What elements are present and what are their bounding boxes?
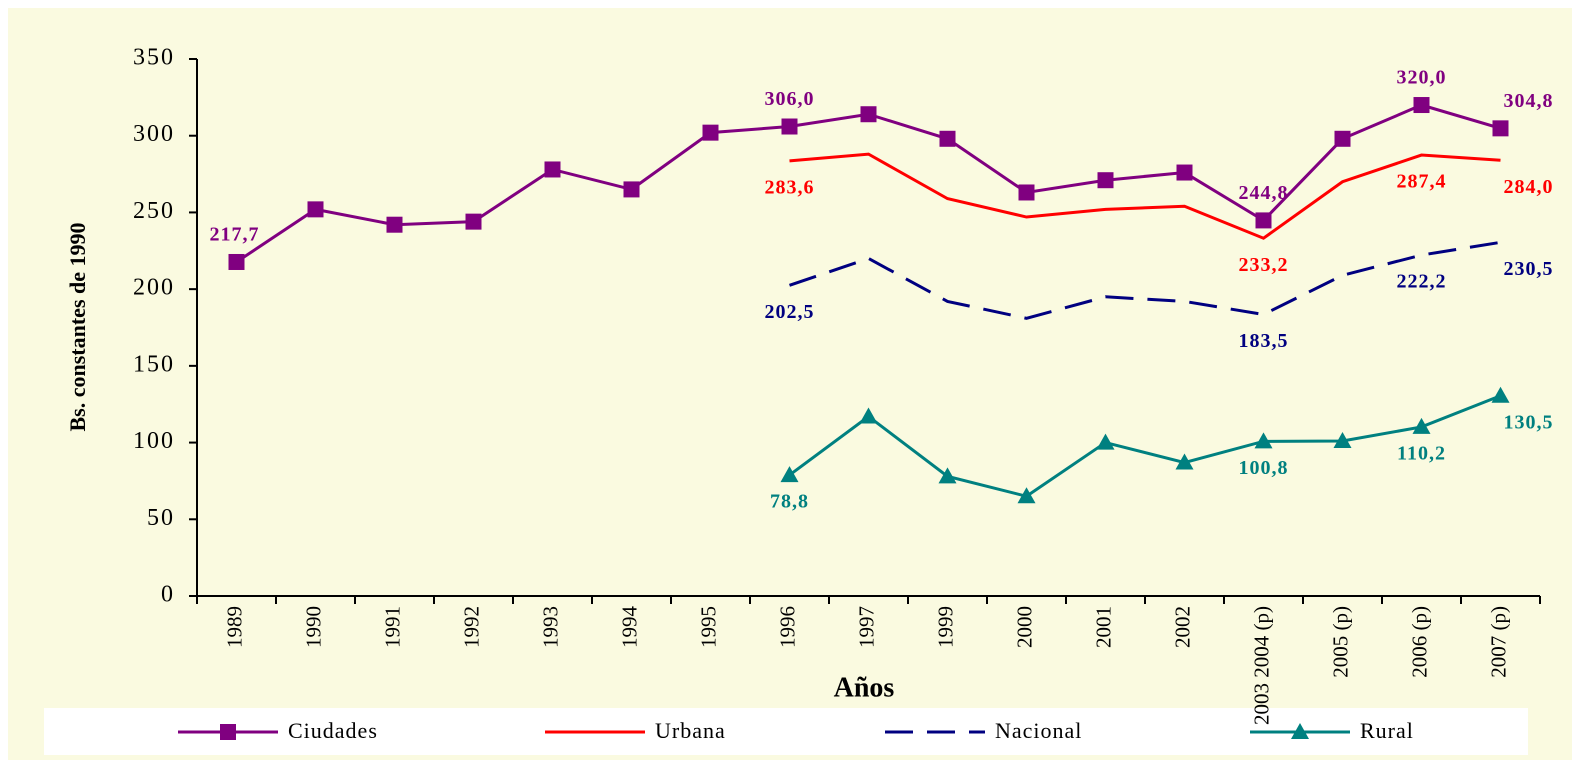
point-marker bbox=[780, 466, 799, 483]
point-marker bbox=[465, 213, 482, 230]
y-axis-title: Bs. constantes de 1990 bbox=[65, 222, 90, 431]
x-tick-label: 2000 bbox=[1012, 606, 1036, 648]
point-marker bbox=[1491, 386, 1510, 403]
legend-marker bbox=[220, 724, 236, 740]
point-marker bbox=[1413, 97, 1430, 114]
y-tick-label: 100 bbox=[133, 428, 175, 454]
data-label: 304,8 bbox=[1504, 90, 1554, 112]
y-tick-label: 50 bbox=[147, 505, 175, 531]
legend-label: Ciudades bbox=[288, 718, 378, 743]
data-label: 130,5 bbox=[1504, 411, 1554, 433]
point-marker bbox=[1334, 130, 1351, 147]
x-tick-label: 2002 bbox=[1170, 606, 1194, 648]
point-marker bbox=[1017, 487, 1036, 504]
point-marker bbox=[938, 467, 957, 484]
x-tick-label: 1999 bbox=[933, 606, 957, 648]
x-tick-label: 1991 bbox=[380, 606, 404, 648]
data-label: 230,5 bbox=[1504, 258, 1554, 280]
point-marker bbox=[386, 216, 403, 233]
x-tick-label: 2003 2004 (p) bbox=[1249, 606, 1273, 725]
legend-label: Rural bbox=[1360, 718, 1414, 743]
data-label: 233,2 bbox=[1239, 254, 1289, 276]
y-tick-label: 150 bbox=[133, 351, 175, 377]
point-marker bbox=[1333, 432, 1352, 449]
point-marker bbox=[623, 181, 640, 198]
x-tick-label: 1989 bbox=[222, 606, 246, 648]
data-label: 320,0 bbox=[1397, 67, 1447, 89]
y-tick-label: 0 bbox=[161, 582, 175, 608]
x-tick-label: 1993 bbox=[538, 606, 562, 648]
data-label: 183,5 bbox=[1239, 330, 1289, 352]
point-marker bbox=[860, 106, 877, 123]
legend-label: Nacional bbox=[995, 718, 1082, 743]
data-label: 78,8 bbox=[770, 491, 809, 513]
data-label: 306,0 bbox=[765, 88, 815, 110]
point-marker bbox=[1492, 120, 1509, 137]
y-tick-label: 250 bbox=[133, 198, 175, 224]
point-marker bbox=[702, 124, 719, 141]
legend-marker bbox=[1291, 723, 1309, 739]
point-marker bbox=[1255, 212, 1272, 229]
data-label: 283,6 bbox=[765, 176, 815, 198]
x-tick-label: 1997 bbox=[854, 606, 878, 648]
point-marker bbox=[1096, 433, 1115, 450]
data-label: 110,2 bbox=[1397, 443, 1446, 465]
point-marker bbox=[307, 201, 324, 218]
y-tick-label: 300 bbox=[133, 121, 175, 147]
point-marker bbox=[1176, 164, 1193, 181]
x-tick-label: 1994 bbox=[617, 606, 641, 649]
point-marker bbox=[1175, 453, 1194, 470]
data-label: 100,8 bbox=[1239, 457, 1289, 479]
data-label: 284,0 bbox=[1504, 176, 1554, 198]
data-label: 287,4 bbox=[1397, 171, 1447, 193]
series-line bbox=[788, 394, 1502, 498]
data-label: 202,5 bbox=[765, 301, 815, 323]
point-marker bbox=[228, 253, 245, 270]
x-tick-label: 1996 bbox=[775, 606, 799, 648]
series-line bbox=[789, 240, 1501, 320]
x-axis-title: Años bbox=[834, 672, 895, 703]
legend-label: Urbana bbox=[655, 718, 726, 743]
point-marker bbox=[1254, 432, 1273, 449]
data-label: 217,7 bbox=[210, 224, 260, 246]
x-tick-label: 2005 (p) bbox=[1328, 606, 1352, 678]
data-label: 222,2 bbox=[1397, 271, 1447, 293]
point-marker bbox=[1097, 172, 1114, 189]
x-tick-label: 1995 bbox=[696, 606, 720, 648]
point-marker bbox=[544, 161, 561, 178]
x-tick-label: 1992 bbox=[459, 606, 483, 648]
point-marker bbox=[1018, 184, 1035, 201]
point-marker bbox=[939, 130, 956, 147]
y-tick-label: 350 bbox=[133, 45, 175, 71]
y-tick-label: 200 bbox=[133, 275, 175, 301]
x-tick-label: 2007 (p) bbox=[1486, 606, 1510, 678]
point-marker bbox=[859, 407, 878, 424]
point-marker bbox=[781, 118, 798, 135]
point-marker bbox=[1412, 417, 1431, 434]
data-label: 244,8 bbox=[1239, 182, 1289, 204]
series-line bbox=[789, 152, 1501, 240]
x-tick-label: 2006 (p) bbox=[1407, 606, 1431, 678]
x-tick-label: 1990 bbox=[301, 606, 325, 648]
x-tick-label: 2001 bbox=[1091, 606, 1115, 648]
